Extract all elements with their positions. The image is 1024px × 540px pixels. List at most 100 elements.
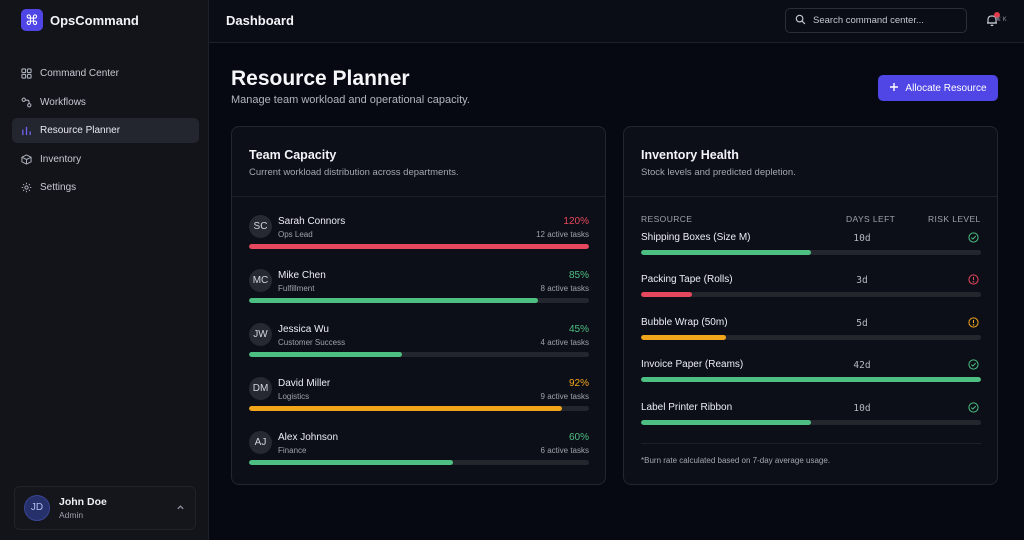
member-role: Customer Success (278, 338, 346, 347)
avatar: DM (249, 377, 272, 400)
capacity-bar (249, 460, 589, 465)
bell-icon[interactable] (985, 12, 1000, 27)
column-header-days-left: DAYS LEFT (846, 214, 896, 224)
member-role: Logistics (278, 392, 310, 401)
box-icon (21, 153, 32, 165)
topbar: Dashboard Search command center... ⌘ K (209, 0, 1024, 43)
capacity-percent: 60% (568, 432, 589, 443)
list-item[interactable]: DM David Miller Logistics 92% 9 active t… (249, 377, 589, 421)
stock-bar (641, 292, 981, 297)
table-row[interactable]: Shipping Boxes (Size M) 10d (641, 232, 981, 262)
capacity-percent: 85% (568, 270, 589, 281)
card-subtitle: Current workload distribution across dep… (249, 167, 459, 178)
allocate-label: Allocate Resource (905, 82, 987, 94)
user-info: John Doe Admin (59, 496, 107, 520)
chevron-up-icon[interactable] (176, 503, 185, 514)
resource-name: Packing Tape (Rolls) (641, 274, 733, 285)
active-tasks: 4 active tasks (540, 338, 589, 347)
table-row[interactable]: Label Printer Ribbon 10d (641, 402, 981, 432)
sidebar-nav: Command Center Workflows Resource Planne… (12, 61, 199, 204)
avatar: JW (249, 323, 272, 346)
member-role: Fulfillment (278, 284, 315, 293)
notification-dot (994, 12, 1000, 18)
brand[interactable]: ⌘ OpsCommand (21, 9, 139, 31)
member-name: Sarah Connors (278, 216, 346, 227)
sidebar-item-label: Inventory (40, 153, 82, 165)
plus-icon (889, 82, 899, 95)
capacity-bar-fill (249, 460, 453, 465)
topbar-title: Dashboard (226, 13, 294, 28)
card-title: Team Capacity (249, 148, 337, 162)
bar-chart-icon (21, 125, 32, 136)
alert-circle-icon (968, 274, 979, 285)
capacity-bar-fill (249, 244, 589, 249)
list-item[interactable]: AJ Alex Johnson Finance 60% 6 active tas… (249, 431, 589, 475)
inventory-health-card: Inventory Health Stock levels and predic… (623, 126, 998, 485)
avatar: SC (249, 215, 272, 238)
capacity-bar (249, 244, 589, 249)
days-left: 42d (853, 360, 871, 371)
column-header-risk-level: RISK LEVEL (928, 214, 981, 224)
search-icon (795, 14, 806, 28)
search-input[interactable]: Search command center... (785, 8, 967, 33)
capacity-bar-fill (249, 352, 402, 357)
table-row[interactable]: Invoice Paper (Reams) 42d (641, 359, 981, 389)
sidebar: ⌘ OpsCommand Command Center Workflows Re… (0, 0, 209, 540)
stock-bar (641, 335, 981, 340)
sidebar-item-label: Settings (40, 182, 77, 193)
check-circle-icon (968, 402, 979, 413)
avatar: AJ (249, 431, 272, 454)
member-role: Ops Lead (278, 230, 313, 239)
page-subtitle: Manage team workload and operational cap… (231, 94, 470, 106)
list-item[interactable]: SC Sarah Connors Ops Lead 120% 12 active… (249, 215, 589, 259)
stock-bar (641, 377, 981, 382)
days-left: 3d (856, 275, 868, 286)
stock-bar (641, 420, 981, 425)
divider (624, 196, 997, 197)
alert-circle-icon (968, 317, 979, 328)
sidebar-item-command-center[interactable]: Command Center (12, 61, 199, 86)
stock-bar-fill (641, 377, 981, 382)
sidebar-item-resource-planner[interactable]: Resource Planner (12, 118, 199, 143)
shortcut-hint: ⌘ K (995, 17, 1007, 23)
resource-name: Label Printer Ribbon (641, 402, 733, 413)
list-item[interactable]: MC Mike Chen Fulfillment 85% 8 active ta… (249, 269, 589, 313)
user-role: Admin (59, 510, 84, 520)
user-menu[interactable]: JD John Doe Admin (14, 486, 196, 530)
member-name: Alex Johnson (278, 432, 339, 443)
active-tasks: 6 active tasks (540, 446, 589, 455)
days-left: 10d (853, 233, 871, 244)
grid-icon (21, 68, 32, 79)
workflow-icon (21, 97, 32, 108)
capacity-percent: 120% (563, 216, 589, 227)
table-row[interactable]: Bubble Wrap (50m) 5d (641, 317, 981, 347)
member-name: Jessica Wu (278, 324, 329, 335)
capacity-bar (249, 406, 589, 411)
avatar: MC (249, 269, 272, 292)
search-placeholder: Search command center... (813, 15, 924, 26)
member-name: David Miller (278, 378, 331, 389)
sidebar-item-settings[interactable]: Settings (12, 175, 199, 200)
active-tasks: 8 active tasks (540, 284, 589, 293)
list-item[interactable]: JW Jessica Wu Customer Success 45% 4 act… (249, 323, 589, 367)
sidebar-item-inventory[interactable]: Inventory (12, 147, 199, 172)
user-name: John Doe (59, 496, 107, 508)
team-capacity-card: Team Capacity Current workload distribut… (231, 126, 606, 485)
card-subtitle: Stock levels and predicted depletion. (641, 167, 796, 178)
stock-bar (641, 250, 981, 255)
brand-name: OpsCommand (50, 12, 139, 28)
member-role: Finance (278, 446, 307, 455)
capacity-bar-fill (249, 406, 562, 411)
avatar: JD (24, 495, 50, 521)
footnote: *Burn rate calculated based on 7-day ave… (641, 456, 831, 465)
capacity-bar (249, 352, 589, 357)
resource-name: Bubble Wrap (50m) (641, 317, 728, 328)
column-header-resource: RESOURCE (641, 214, 693, 224)
table-row[interactable]: Packing Tape (Rolls) 3d (641, 274, 981, 304)
command-logo-icon: ⌘ (21, 9, 43, 31)
resource-name: Invoice Paper (Reams) (641, 359, 744, 370)
stock-bar-fill (641, 420, 811, 425)
sidebar-item-workflows[interactable]: Workflows (12, 90, 199, 115)
allocate-resource-button[interactable]: Allocate Resource (878, 75, 998, 101)
capacity-bar-fill (249, 298, 538, 303)
